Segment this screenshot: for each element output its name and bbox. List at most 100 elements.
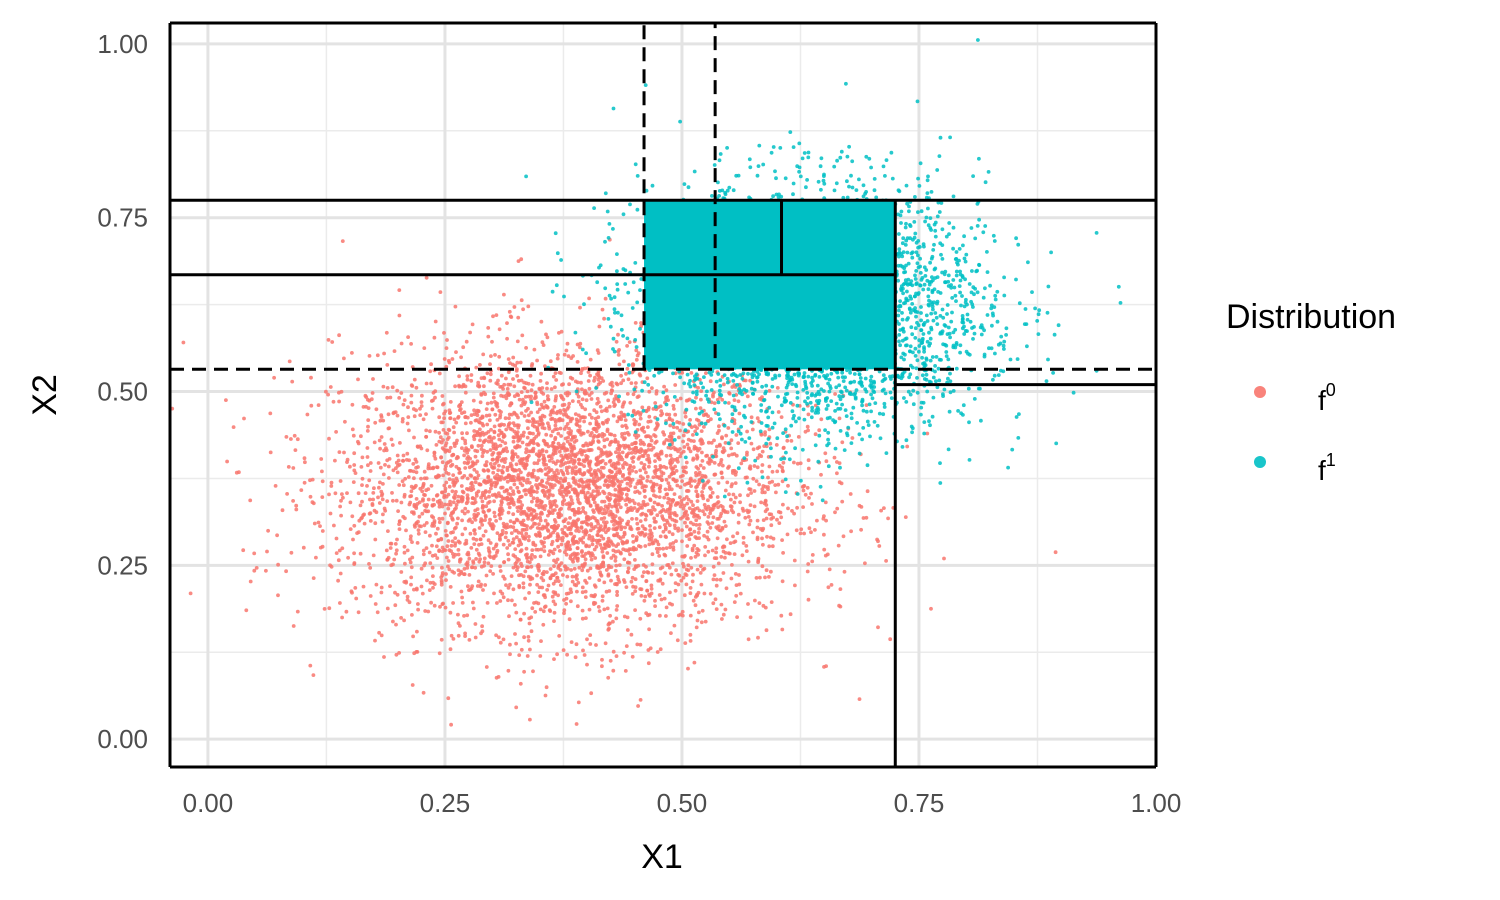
data-point [688, 632, 693, 637]
data-point [901, 236, 906, 241]
data-point [786, 506, 790, 511]
data-point [181, 340, 186, 345]
data-point [468, 587, 473, 592]
data-point [432, 335, 437, 340]
data-point [726, 453, 731, 458]
data-point [457, 404, 461, 409]
data-point [421, 552, 426, 557]
data-point [460, 489, 465, 494]
data-point [671, 431, 676, 436]
data-point [434, 493, 439, 498]
data-point [559, 542, 564, 547]
data-point [993, 293, 998, 298]
data-point [513, 547, 518, 551]
data-point [671, 421, 676, 426]
data-point [496, 451, 501, 456]
data-point [513, 452, 518, 456]
data-point [621, 463, 625, 468]
data-point [623, 477, 627, 482]
data-point [393, 603, 398, 608]
data-point [684, 582, 689, 587]
data-point [472, 429, 477, 433]
data-point [613, 568, 618, 573]
data-point [648, 497, 653, 502]
data-point [564, 502, 569, 506]
data-point [475, 507, 480, 511]
data-point [316, 403, 321, 407]
data-point [483, 496, 488, 500]
data-point [511, 478, 516, 482]
data-point [501, 521, 506, 526]
data-point [469, 378, 474, 383]
data-point [549, 468, 554, 472]
data-point [757, 453, 762, 457]
data-point [361, 584, 366, 589]
data-point [565, 566, 570, 571]
data-point [440, 446, 445, 450]
data-point [641, 454, 646, 458]
data-point [268, 450, 273, 455]
data-point [681, 564, 686, 569]
data-point [729, 484, 734, 489]
data-point [588, 528, 593, 533]
data-point [667, 434, 672, 439]
data-point [838, 155, 843, 160]
data-point [587, 393, 592, 397]
data-point [498, 415, 502, 420]
data-point [731, 492, 736, 497]
data-point [383, 508, 388, 513]
data-point [696, 466, 700, 471]
data-point [760, 564, 765, 569]
data-point [527, 490, 532, 495]
data-point [775, 517, 779, 522]
data-point [421, 690, 426, 695]
data-point [709, 441, 714, 445]
data-point [379, 435, 384, 439]
data-point [625, 481, 630, 486]
data-point [391, 468, 396, 473]
data-point [453, 536, 458, 540]
data-point [738, 384, 742, 388]
data-point [602, 580, 607, 585]
data-point [394, 652, 399, 657]
data-point [472, 408, 476, 413]
data-point [439, 637, 444, 642]
data-point [422, 523, 427, 528]
data-point [685, 544, 690, 548]
data-point [309, 375, 313, 380]
data-point [615, 478, 620, 483]
data-point [521, 434, 526, 438]
data-point [609, 556, 614, 560]
data-point [506, 357, 511, 361]
data-point [460, 446, 464, 450]
data-point [532, 516, 536, 520]
data-point [455, 521, 459, 526]
data-point [534, 533, 539, 538]
data-point [663, 527, 668, 532]
data-point [248, 498, 253, 503]
data-point [384, 330, 389, 335]
data-point [450, 357, 455, 361]
data-point [326, 392, 330, 397]
data-point [476, 443, 481, 448]
data-point [658, 464, 663, 468]
data-point [596, 489, 600, 493]
data-point [487, 489, 492, 494]
data-point [476, 511, 480, 516]
data-point [463, 506, 468, 511]
data-point [504, 530, 508, 535]
data-point [972, 397, 977, 401]
data-point [706, 414, 710, 418]
data-point [538, 387, 542, 392]
data-point [487, 548, 491, 553]
data-point [447, 477, 452, 482]
data-point [569, 568, 573, 572]
data-point [463, 634, 467, 638]
data-point [682, 593, 687, 598]
data-point [381, 418, 386, 423]
data-point [588, 448, 592, 452]
data-point [439, 455, 443, 460]
data-point [698, 564, 703, 568]
data-point [683, 510, 688, 515]
data-point [636, 502, 641, 507]
